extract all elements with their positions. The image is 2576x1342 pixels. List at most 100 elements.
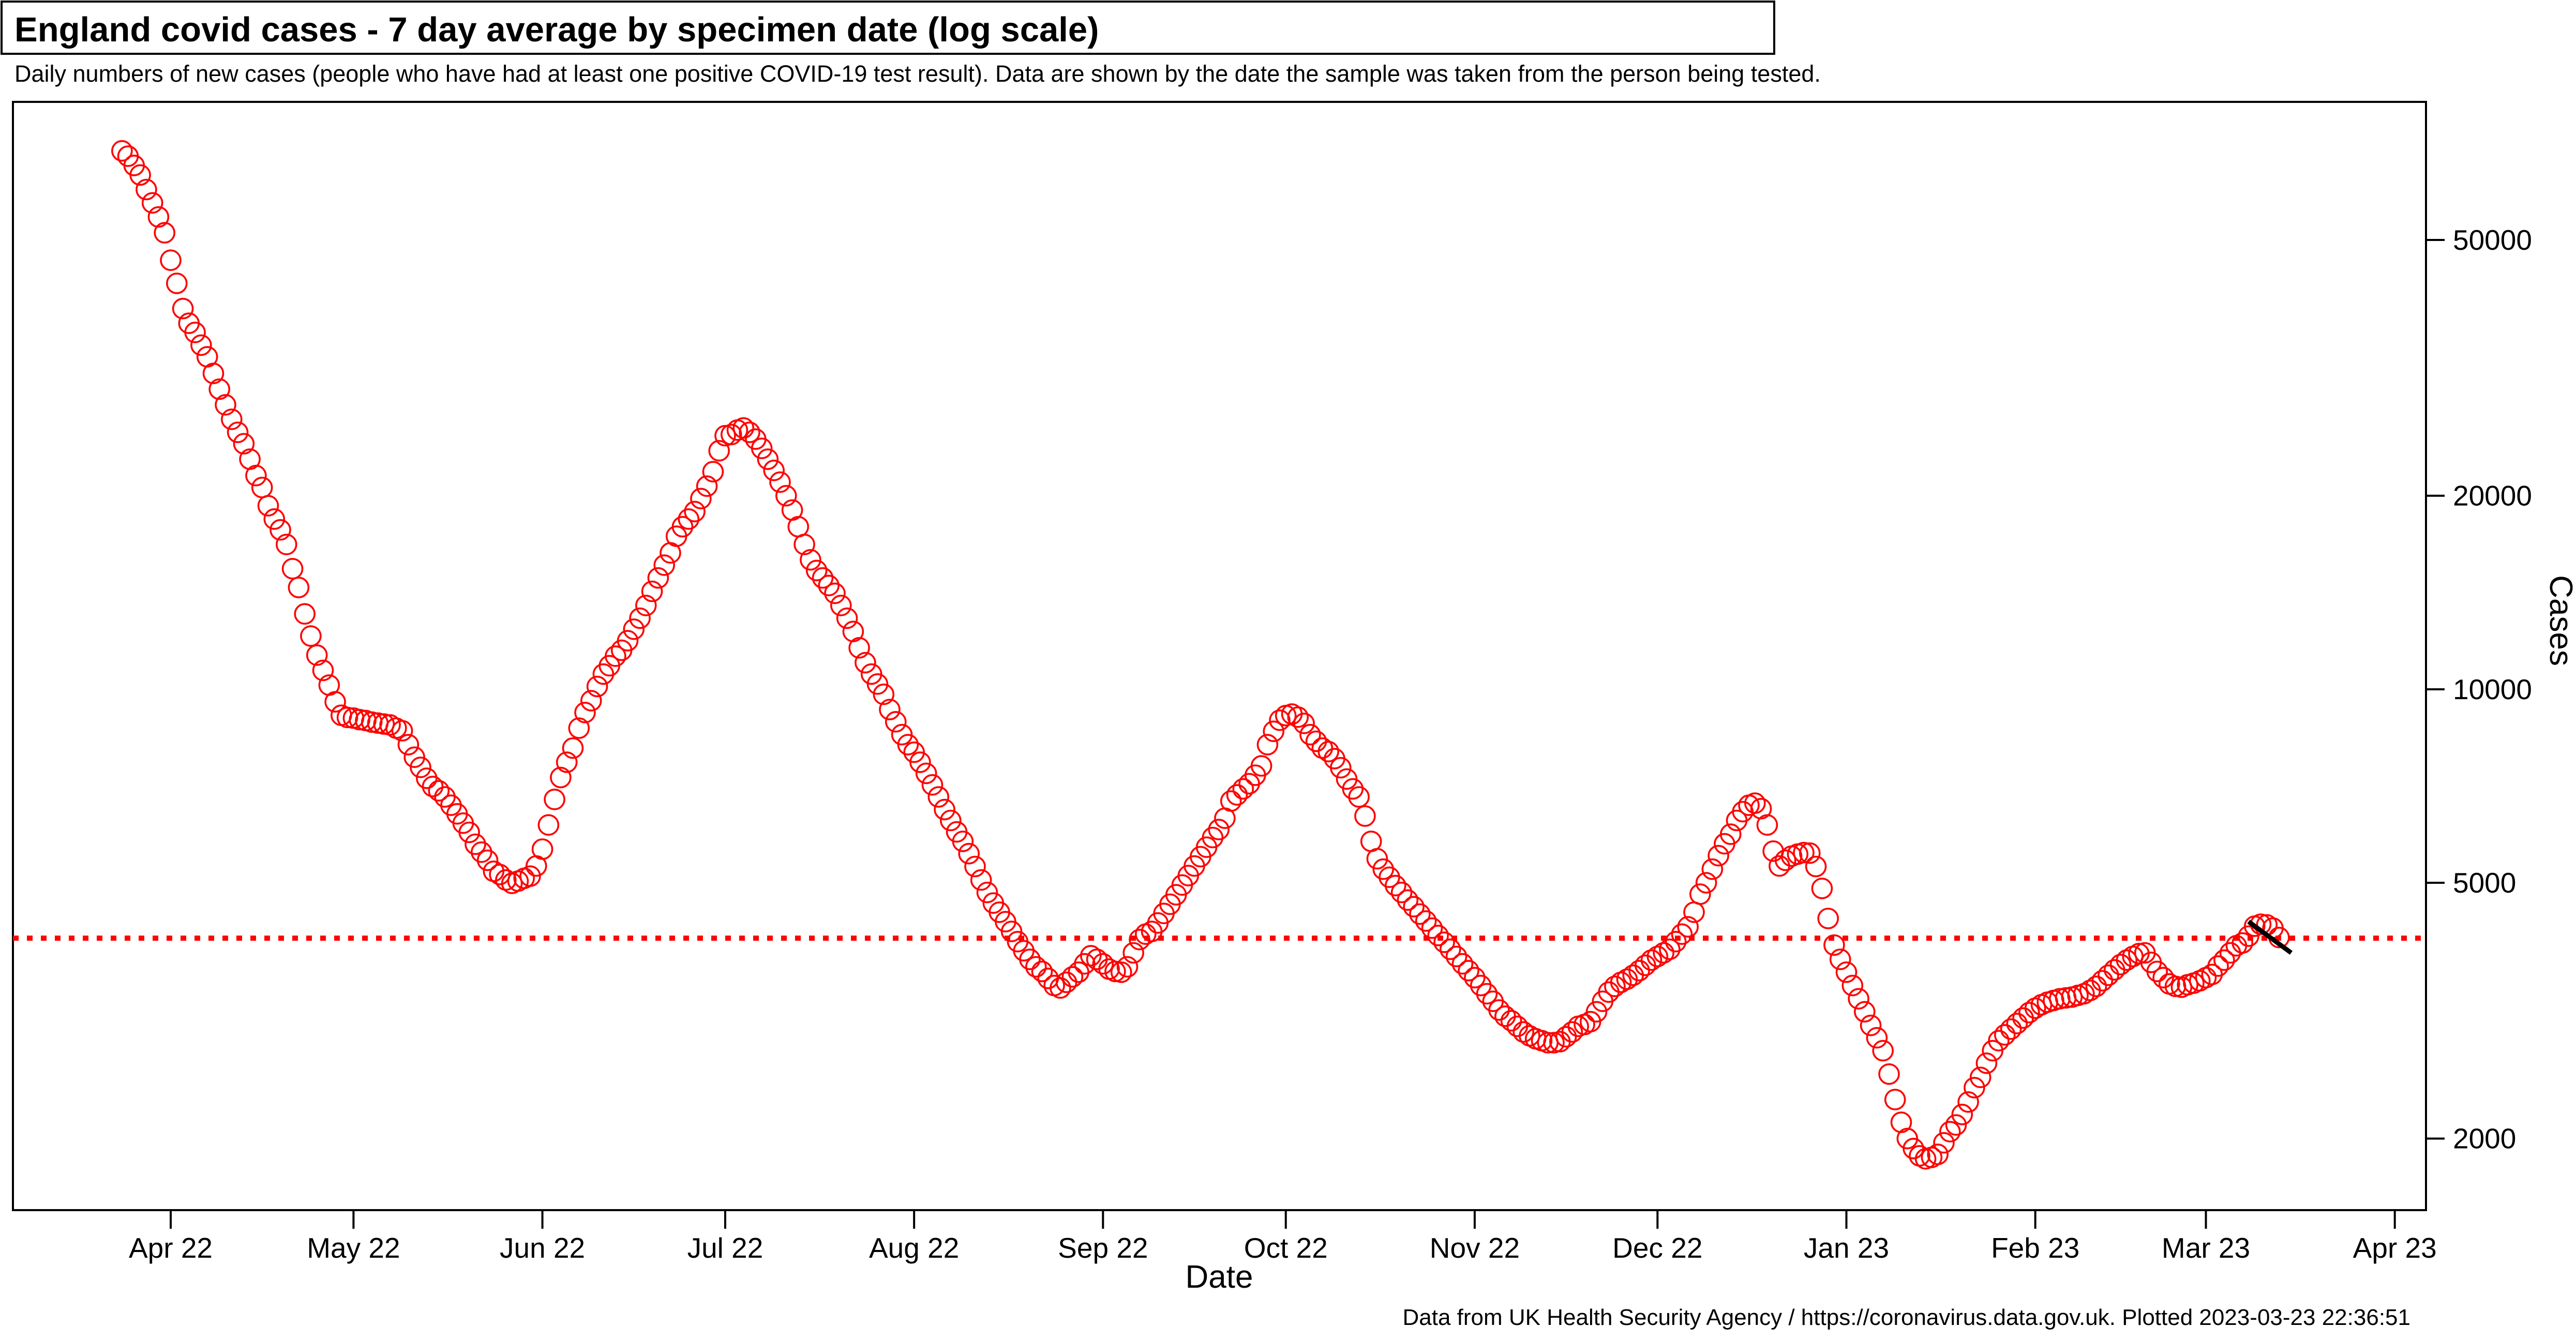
data-point [927, 786, 950, 808]
data-point [1263, 720, 1284, 742]
data-point [1927, 1143, 1949, 1165]
data-point [1701, 858, 1724, 880]
data-point [952, 831, 974, 852]
x-tick-label: Dec 22 [1612, 1232, 1702, 1264]
data-point [556, 751, 578, 773]
data-point [1860, 1015, 1882, 1036]
data-point [1403, 896, 1425, 917]
data-point [897, 734, 919, 756]
data-point [617, 630, 639, 652]
x-tick-label: Sep 22 [1058, 1232, 1148, 1264]
data-point [1878, 1063, 1900, 1085]
data-point [397, 734, 420, 756]
data-point [1756, 814, 1778, 836]
x-axis-title: Date [1186, 1259, 1253, 1295]
data-point [1116, 956, 1139, 978]
data-point [1031, 960, 1053, 983]
data-point [1372, 858, 1394, 880]
data-point [1256, 734, 1279, 756]
data-point [2012, 1007, 2034, 1029]
x-tick-label: Mar 23 [2162, 1232, 2250, 1264]
x-tick-label: Nov 22 [1430, 1232, 1520, 1264]
data-point [1799, 842, 1821, 864]
data-point [1025, 956, 1047, 978]
data-point [836, 607, 858, 629]
data-point [1854, 1001, 1876, 1023]
data-point [1299, 723, 1321, 746]
chart-title: England covid cases - 7 day average by s… [14, 10, 1099, 49]
data-point [1464, 967, 1486, 989]
data-point [1110, 961, 1132, 983]
data-point [257, 495, 279, 517]
data-point [373, 713, 395, 735]
data-point [495, 869, 517, 891]
trend-line-group [2247, 919, 2293, 955]
data-point [1823, 934, 1845, 956]
data-point [1616, 968, 1638, 990]
data-point [1811, 878, 1833, 899]
y-axis-group: 50000 20000 10000 5000 2000 [2426, 224, 2532, 1155]
data-point [1202, 826, 1224, 849]
data-point [885, 711, 907, 733]
data-point [1390, 881, 1413, 903]
data-point [281, 557, 304, 580]
data-point [1653, 942, 1674, 964]
data-point [1342, 778, 1364, 800]
data-point [1988, 1030, 2010, 1052]
data-point [1415, 910, 1437, 932]
data-point [190, 334, 212, 356]
data-point [1994, 1024, 2016, 1046]
data-point [312, 659, 334, 682]
data-point [1092, 953, 1114, 975]
data-point [2000, 1018, 2022, 1040]
data-point [202, 363, 224, 384]
data-point [958, 842, 980, 865]
data-point [1427, 925, 1449, 946]
data-point [696, 475, 718, 497]
data-point [1451, 953, 1474, 975]
data-point [879, 699, 901, 720]
data-point [2231, 932, 2254, 954]
data-point [1957, 1091, 1979, 1113]
data-point [1000, 921, 1023, 942]
data-point [2079, 979, 2101, 1001]
data-point [1890, 1111, 1912, 1133]
data-point [690, 488, 712, 509]
data-point [2146, 960, 2168, 983]
data-point [824, 582, 846, 605]
data-point [1269, 709, 1291, 731]
y-axis-title: Cases [2543, 575, 2576, 666]
data-point [1719, 823, 1742, 845]
data-point [623, 618, 645, 640]
data-point [1074, 953, 1096, 975]
y-tick-label: 2000 [2453, 1123, 2516, 1155]
data-point [915, 762, 937, 785]
data-point [1512, 1021, 1534, 1043]
data-point [842, 621, 864, 642]
data-point [684, 501, 706, 523]
data-point [800, 549, 821, 571]
data-point [1330, 757, 1352, 779]
data-point [300, 625, 322, 647]
data-point [1500, 1010, 1522, 1032]
data-point [855, 652, 876, 674]
data-point [562, 737, 584, 759]
data-point [721, 424, 742, 446]
data-point [2085, 975, 2107, 998]
trend-line [2247, 919, 2293, 955]
data-point [111, 140, 133, 162]
x-tick-label: Jun 22 [500, 1232, 585, 1264]
data-point [739, 421, 760, 443]
data-point [909, 751, 931, 773]
data-point [2207, 955, 2229, 977]
data-point [208, 378, 231, 400]
data-point [763, 459, 785, 481]
data-point [605, 645, 626, 667]
data-point [263, 508, 286, 530]
data-point [1884, 1089, 1906, 1110]
data-point [702, 461, 724, 482]
data-point [793, 534, 815, 555]
data-point [678, 508, 700, 530]
data-point [769, 471, 791, 493]
